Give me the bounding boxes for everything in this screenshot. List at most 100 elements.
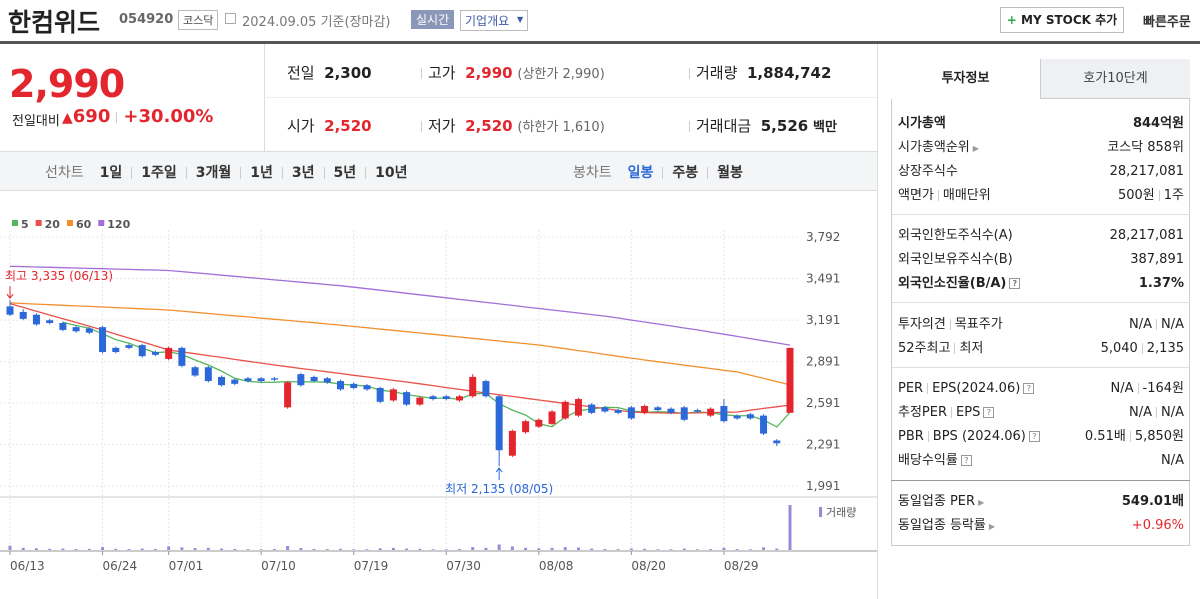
- candle-body: [191, 367, 199, 376]
- info-label: 동일업종 PER: [898, 494, 976, 509]
- tab[interactable]: 1년: [250, 165, 273, 181]
- volume-bar: [695, 549, 699, 550]
- tab[interactable]: 월봉: [717, 165, 743, 181]
- tab[interactable]: 10년: [375, 165, 408, 181]
- volume-bar: [497, 544, 501, 550]
- volume-bar: [140, 548, 144, 550]
- legend-swatch: [35, 220, 42, 226]
- volume-bar: [101, 547, 105, 550]
- volume-bar: [206, 547, 210, 550]
- info-value: 387,891: [1130, 252, 1184, 267]
- tab[interactable]: 1주일: [141, 165, 177, 181]
- candle-body: [508, 430, 516, 456]
- volume-bar: [457, 549, 461, 550]
- tab[interactable]: 1일: [99, 165, 123, 181]
- candle-body: [337, 381, 345, 390]
- divider: [891, 302, 1190, 303]
- candle-body: [151, 352, 159, 355]
- candle-body: [574, 399, 582, 416]
- tab[interactable]: 5년: [333, 165, 357, 181]
- candle-body: [32, 314, 40, 325]
- candle-body: [231, 379, 239, 384]
- tab[interactable]: 3개월: [195, 165, 232, 181]
- candle-body: [601, 407, 609, 412]
- volume-bar: [471, 547, 475, 550]
- volume-bar: [259, 549, 263, 550]
- volume-bar: [788, 505, 792, 550]
- chart-tabs: [0, 151, 877, 191]
- info-row: 시가총액순위 ▶ 코스닥 858위: [898, 137, 1184, 159]
- volume-bar: [325, 549, 329, 550]
- stat-value: 2,520: [465, 117, 513, 135]
- volume-bar: [312, 549, 316, 550]
- y-tick-label: 3,491: [806, 272, 840, 286]
- candle-body: [46, 320, 54, 323]
- candle-body: [125, 345, 133, 348]
- info-row: 동일업종 PER ▶ 549.01배: [898, 491, 1184, 513]
- candle-body: [693, 410, 701, 412]
- ma-line: [9, 265, 791, 346]
- low-arrow: [495, 467, 503, 481]
- candle-body: [257, 378, 265, 382]
- stat-label: 거래대금: [696, 117, 752, 135]
- x-tick-label: 07/30: [446, 559, 481, 573]
- mystock-button[interactable]: + MY STOCK 추가: [1000, 7, 1124, 33]
- volume-bar: [246, 549, 250, 550]
- info-row: PBR BPS (2024.06)? 0.51배 5,850원: [898, 429, 1184, 444]
- info-tab[interactable]: 호가10단계: [1041, 59, 1190, 99]
- info-label: EPS(2024.06): [932, 381, 1021, 396]
- calendar-icon: [225, 13, 236, 24]
- candle-body: [760, 415, 768, 434]
- candle-body: [165, 347, 173, 359]
- stat-value: 2,300: [324, 64, 372, 82]
- candle-body: [363, 385, 371, 390]
- stat: 거래대금 5,526 백만: [683, 115, 837, 136]
- candle-body: [442, 396, 450, 400]
- legend-label: 60: [76, 218, 92, 231]
- volume-bar: [722, 547, 726, 550]
- volume-bar: [524, 547, 528, 550]
- tab[interactable]: 3년: [291, 165, 315, 181]
- volume-bar: [87, 548, 91, 550]
- stock-code: 054920: [119, 12, 174, 27]
- info-label: 최저: [959, 341, 984, 356]
- quick-order[interactable]: 빠른주문: [1143, 15, 1191, 30]
- volume-bar: [748, 549, 752, 550]
- x-tick-label: 06/13: [10, 559, 45, 573]
- legend-swatch: [98, 220, 105, 226]
- volume-bar: [616, 549, 620, 550]
- info-tab-active[interactable]: 투자정보: [891, 59, 1041, 99]
- divider: [877, 44, 878, 599]
- info-value: 549.01배: [1121, 494, 1184, 509]
- volume-bar: [8, 545, 12, 550]
- candle-body: [720, 405, 728, 422]
- line-tabs: 선차트 1일 1주일 3개월 1년 3년 5년 10년: [45, 162, 408, 182]
- candle-body: [680, 407, 688, 420]
- change-value: 690: [72, 106, 111, 127]
- stat: 거래량 1,884,742: [683, 62, 831, 83]
- mystock-text: MY STOCK 추가: [1021, 13, 1118, 27]
- info-row: 액면가 매매단위 500원 1주: [898, 185, 1184, 207]
- tab[interactable]: 주봉: [672, 165, 699, 181]
- volume-bar: [590, 548, 594, 550]
- volume-bar: [286, 545, 290, 550]
- candle-body: [204, 367, 212, 382]
- stat-label: 거래량: [696, 64, 738, 82]
- candle-tabs: 봉차트 일봉 주봉 월봉: [573, 162, 743, 182]
- info-value: N/A: [1129, 317, 1152, 332]
- volume-bar: [114, 548, 118, 550]
- change-pct: +30.00%: [123, 106, 214, 127]
- candle-body: [773, 440, 781, 444]
- volume-bar: [484, 547, 488, 550]
- stat-value: 2,520: [324, 117, 372, 135]
- stat-unit: 백만: [812, 120, 837, 135]
- volume-bar: [127, 549, 131, 550]
- volume-bar: [563, 547, 567, 550]
- tab[interactable]: 일봉: [627, 165, 654, 181]
- stat-label: 고가: [428, 64, 456, 82]
- realtime-badge[interactable]: 실시간: [411, 10, 455, 29]
- overview-button[interactable]: 기업개요 ▼: [460, 10, 529, 31]
- x-tick-label: 07/19: [354, 559, 389, 573]
- candle-body: [138, 345, 146, 357]
- volume-bar: [167, 546, 171, 550]
